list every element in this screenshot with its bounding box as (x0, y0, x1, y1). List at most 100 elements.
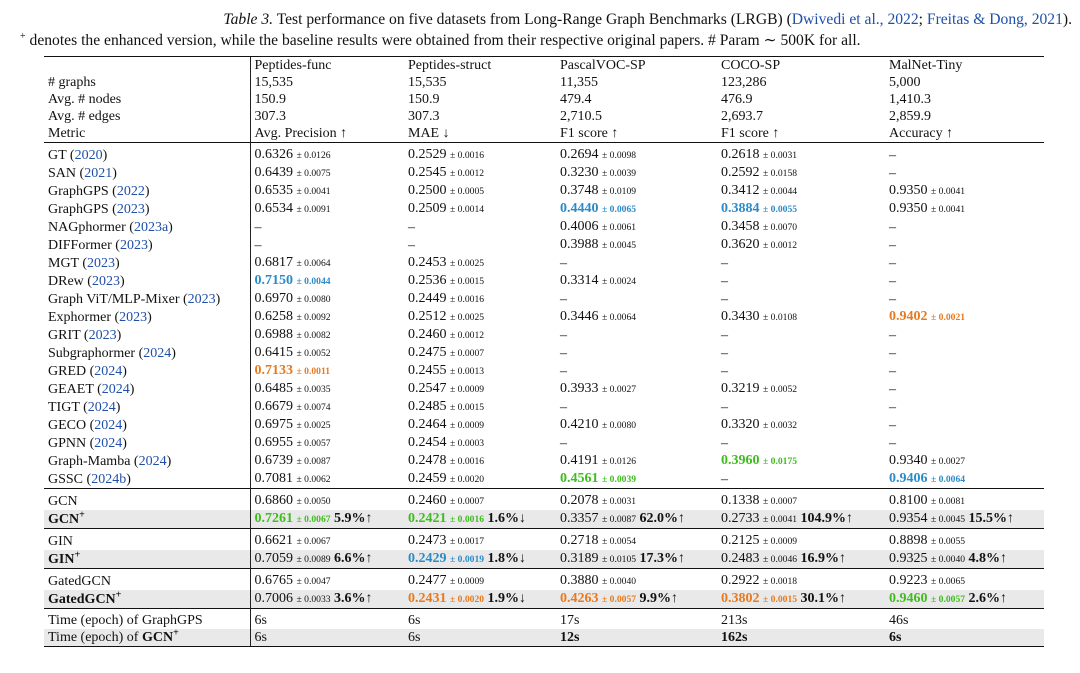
citation-link[interactable]: 2020 (74, 147, 103, 163)
stat-value: Accuracy ↑ (889, 126, 954, 141)
cell-value: 0.2485 (408, 399, 447, 414)
stat-value: 479.4 (560, 92, 592, 107)
time-value: 6s (889, 630, 902, 645)
cell-value: 0.7261 (254, 511, 294, 526)
cell-value: – (721, 291, 728, 307)
table-cell: 0.2483 ± 0.0046 16.9%↑ (717, 550, 885, 569)
table-row: GCN+ 0.7261 ± 0.0067 5.9%↑ 0.2421 ± 0.0016… (44, 509, 1044, 529)
table-row: DIFFormer (2023) – –0.3988 ± 0.0045 0.3620 … (44, 236, 1044, 254)
table-cell: – (556, 290, 717, 308)
citation-link[interactable]: 2023 (87, 255, 116, 271)
cell-value: 0.2455 (408, 363, 447, 378)
table-row: GraphGPS (2023) 0.6534 ± 0.0091 0.2509 ± 0… (44, 200, 1044, 218)
citation-link[interactable]: 2024b (91, 471, 127, 487)
table-cell: 0.3314 ± 0.0024 (556, 272, 717, 290)
caption-text: Test performance on five datasets from L… (273, 11, 792, 28)
citation-link[interactable]: 2023 (119, 237, 148, 253)
table-row: Peptides-func Peptides-struct PascalVOC-SP… (44, 56, 1044, 74)
citation-link[interactable]: 2024 (143, 345, 172, 361)
table-cell: – (556, 398, 717, 416)
table-row: GRED (2024) 0.7133 ± 0.0011 0.2455 ± 0.001… (44, 362, 1044, 380)
table-cell: 479.4 (556, 91, 717, 108)
cell-gain: 4.8%↑ (968, 551, 1008, 566)
table-cell: – (717, 254, 885, 272)
citation-link[interactable]: 2024 (138, 453, 167, 469)
cell-std: ± 0.0092 (296, 312, 331, 323)
cell-value: 0.2512 (408, 309, 447, 324)
table-cell: – (556, 326, 717, 344)
citation-link[interactable]: 2024 (101, 381, 130, 397)
cell-std: ± 0.0016 (450, 150, 485, 161)
table-row: MGT (2023) 0.6817 ± 0.0064 0.2453 ± 0.0025… (44, 254, 1044, 272)
table-cell: 0.9350 ± 0.0041 (885, 200, 1044, 218)
table-row: GPNN (2024) 0.6955 ± 0.0057 0.2454 ± 0.000… (44, 434, 1044, 452)
citation-link[interactable]: Freitas & Dong, 2021 (926, 11, 1063, 28)
cell-std: ± 0.0047 (296, 576, 331, 587)
table-cell: – (885, 434, 1044, 452)
stat-label: Avg. # edges (48, 109, 121, 124)
table-cell: 0.2454 ± 0.0003 (404, 434, 556, 452)
table-cell: 0.3446 ± 0.0064 (556, 308, 717, 326)
method-label: GCN (48, 511, 80, 527)
plus-superscript: + (115, 588, 122, 600)
table-row: Time (epoch) of GCN+ 6s 6s 12s 162s 6s (44, 628, 1044, 647)
table-cell: 0.8898 ± 0.0055 (885, 528, 1044, 550)
table-cell: MAE ↓ (404, 125, 556, 143)
cell-value: 0.2536 (408, 273, 447, 288)
table-cell: 0.9350 ± 0.0041 (885, 182, 1044, 200)
cell-gain: 104.9%↑ (800, 511, 854, 526)
citation-link[interactable]: 2023 (91, 273, 120, 289)
caption-end: ). (1062, 11, 1072, 28)
time-value: 6s (254, 630, 267, 645)
citation-link[interactable]: 2023 (119, 309, 148, 325)
cell-std: ± 0.0057 (931, 594, 966, 605)
results-table: Peptides-func Peptides-struct PascalVOC-SP… (44, 56, 1044, 647)
citation-link[interactable]: 2023a (133, 219, 169, 235)
citation-link[interactable]: 2024 (94, 435, 123, 451)
cell-std: ± 0.0024 (602, 276, 637, 287)
table-cell: 0.9406 ± 0.0064 (885, 470, 1044, 489)
table-cell: 0.3988 ± 0.0045 (556, 236, 717, 254)
stat-value: 15,535 (408, 75, 447, 90)
cell-std: ± 0.0054 (602, 536, 637, 547)
citation-link[interactable]: 2022 (116, 183, 145, 199)
citation-link[interactable]: 2021 (84, 165, 113, 181)
cell-value: – (889, 291, 896, 307)
citation-link[interactable]: 2024 (87, 399, 116, 415)
citation-link[interactable]: 2024 (94, 417, 123, 433)
time-value: 213s (721, 613, 748, 628)
time-value: 6s (408, 613, 421, 628)
cell-value: – (889, 219, 896, 235)
table-cell: – (717, 290, 885, 308)
citation-link[interactable]: 2024 (94, 363, 123, 379)
cell-std: ± 0.0046 (763, 554, 798, 565)
table-cell: 0.6860 ± 0.0050 (249, 488, 404, 510)
stat-value: Avg. Precision ↑ (254, 126, 348, 141)
citation-link[interactable]: 2023 (88, 327, 117, 343)
cell-std: ± 0.0108 (763, 312, 798, 323)
cell-std: ± 0.0064 (931, 474, 966, 485)
cell-value: 0.2529 (408, 147, 447, 162)
table-cell: F1 score ↑ (556, 125, 717, 143)
table-cell: – (404, 218, 556, 236)
table-cell: 0.2421 ± 0.0016 1.6%↓ (404, 510, 556, 529)
table-cell: – (885, 218, 1044, 236)
cell-std: ± 0.0081 (931, 496, 966, 507)
cell-value: 0.3219 (721, 381, 760, 396)
table-cell: 0.7261 ± 0.0067 5.9%↑ (249, 510, 404, 529)
table-row: Exphormer (2023) 0.6258 ± 0.0092 0.2512 ± … (44, 308, 1044, 326)
cell-value: 0.2477 (408, 573, 447, 588)
citation-link[interactable]: 2023 (116, 201, 145, 217)
table-cell: 0.4210 ± 0.0080 (556, 416, 717, 434)
method-label: GT (48, 147, 67, 163)
cell-value: 0.6621 (254, 533, 294, 548)
cell-value: 0.6485 (254, 381, 294, 396)
cell-std: ± 0.0016 (450, 294, 485, 305)
table-cell: 0.2592 ± 0.0158 (717, 164, 885, 182)
cell-std: ± 0.0055 (763, 204, 798, 215)
citation-link[interactable]: 2023 (187, 291, 216, 307)
table-cell: 6s (249, 629, 404, 647)
cell-value: 0.9354 (889, 511, 928, 526)
table-cell: 0.6765 ± 0.0047 (249, 568, 404, 590)
citation-link[interactable]: Dwivedi et al., 2022 (791, 11, 919, 28)
